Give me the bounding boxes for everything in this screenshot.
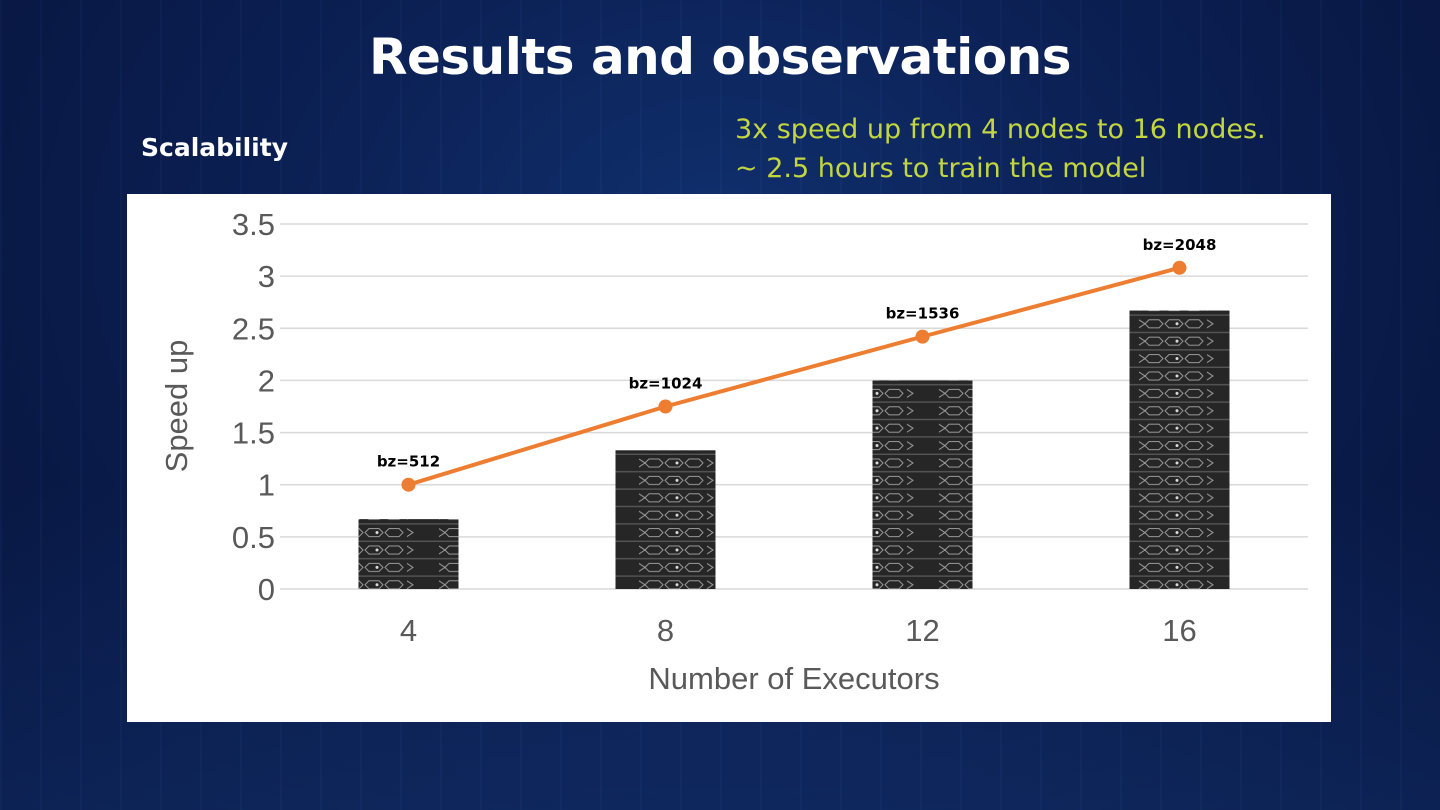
y-tick-label: 3 bbox=[258, 259, 275, 294]
data-label: bz=512 bbox=[377, 453, 440, 471]
y-tick-label: 1.5 bbox=[232, 416, 275, 451]
y-tick-label: 0.5 bbox=[232, 520, 275, 555]
data-point bbox=[1172, 260, 1187, 275]
speedup-line bbox=[407, 265, 1181, 487]
slide-title: Results and observations bbox=[368, 28, 1072, 86]
note-speedup: 3x speed up from 4 nodes to 16 nodes. bbox=[735, 114, 1266, 145]
x-axis-label: Number of Executors bbox=[648, 661, 939, 696]
chart-svg: 0 0.5 1 1.5 2 2.5 3 3.5 4 8 12 16 bz=512 bz=1024 bz=15… bbox=[159, 207, 1308, 696]
y-tick-label: 2 bbox=[258, 363, 275, 398]
x-tick-label: 4 bbox=[400, 613, 417, 648]
y-tick-label: 3.5 bbox=[232, 207, 275, 242]
y-axis-label: Speed up bbox=[159, 340, 194, 473]
data-label: bz=2048 bbox=[1143, 236, 1217, 254]
data-label: bz=1536 bbox=[886, 305, 960, 323]
y-tick-label: 1 bbox=[258, 468, 275, 503]
data-point bbox=[658, 399, 673, 414]
bar bbox=[615, 450, 716, 589]
data-point bbox=[401, 477, 416, 492]
note-train-time: ~ 2.5 hours to train the model bbox=[735, 153, 1147, 184]
data-label: bz=1024 bbox=[629, 375, 703, 393]
y-tick-label: 2.5 bbox=[232, 311, 275, 346]
slide-subtitle: Scalability bbox=[141, 133, 288, 162]
data-point bbox=[915, 329, 930, 344]
x-tick-label: 16 bbox=[1162, 613, 1196, 648]
bar bbox=[872, 380, 973, 589]
x-tick-label: 12 bbox=[905, 613, 939, 648]
bar bbox=[358, 519, 459, 589]
x-tick-label: 8 bbox=[657, 613, 674, 648]
y-tick-label: 0 bbox=[258, 572, 275, 607]
chart: 0 0.5 1 1.5 2 2.5 3 3.5 4 8 12 16 bz=512 bz=1024 bz=15… bbox=[127, 194, 1331, 722]
bar bbox=[1129, 310, 1230, 589]
